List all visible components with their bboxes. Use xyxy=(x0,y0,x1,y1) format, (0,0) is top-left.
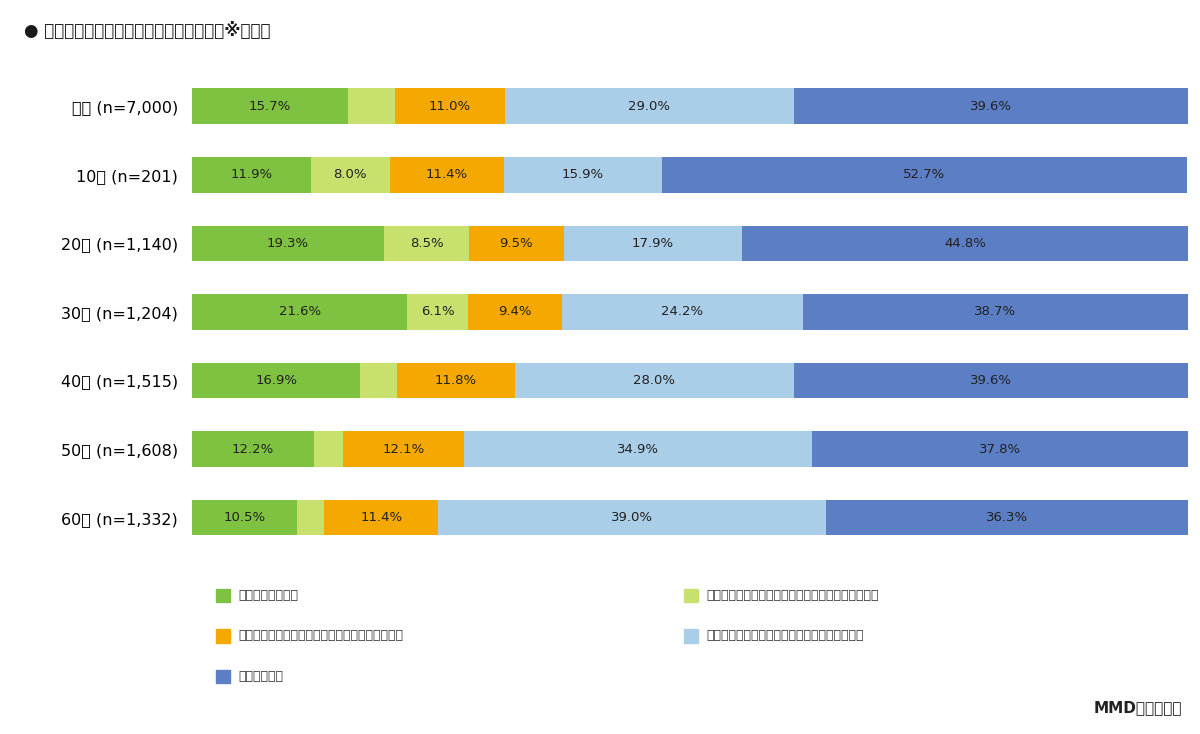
Bar xyxy=(192,225,384,261)
Text: 11.8%: 11.8% xyxy=(434,374,478,387)
Text: 39.6%: 39.6% xyxy=(970,374,1012,387)
Text: 29.0%: 29.0% xyxy=(628,100,670,113)
Bar xyxy=(438,500,827,536)
Bar xyxy=(504,157,662,192)
Bar xyxy=(803,294,1188,330)
Text: 24.2%: 24.2% xyxy=(661,305,703,319)
Text: 28.0%: 28.0% xyxy=(634,374,676,387)
Bar xyxy=(811,432,1188,467)
Bar xyxy=(505,88,793,124)
Bar xyxy=(662,157,1187,192)
Bar xyxy=(397,363,515,399)
Text: 15.9%: 15.9% xyxy=(562,168,604,181)
Text: 15.7%: 15.7% xyxy=(250,100,292,113)
Text: 21.6%: 21.6% xyxy=(278,305,320,319)
Text: 9.4%: 9.4% xyxy=(498,305,532,319)
Text: 聞いたことはあるが、サービス内容は知らない: 聞いたことはあるが、サービス内容は知らない xyxy=(707,630,864,642)
Text: 全く知らない: 全く知らない xyxy=(239,670,284,683)
Text: 44.8%: 44.8% xyxy=(944,237,986,250)
Bar xyxy=(390,157,504,192)
Text: 16.9%: 16.9% xyxy=(256,374,298,387)
Bar xyxy=(192,432,313,467)
Bar xyxy=(407,294,468,330)
Bar xyxy=(313,432,343,467)
Bar xyxy=(793,88,1188,124)
Bar xyxy=(296,500,324,536)
Bar xyxy=(395,88,505,124)
Text: 11.0%: 11.0% xyxy=(428,100,472,113)
Text: 11.4%: 11.4% xyxy=(426,168,468,181)
Bar xyxy=(468,294,562,330)
Bar xyxy=(192,157,311,192)
Text: MMD研究所調べ: MMD研究所調べ xyxy=(1093,701,1182,716)
Text: 10.5%: 10.5% xyxy=(223,511,265,524)
Text: 19.3%: 19.3% xyxy=(268,237,310,250)
Bar xyxy=(192,294,407,330)
Text: 37.8%: 37.8% xyxy=(979,443,1021,456)
Bar xyxy=(742,225,1188,261)
Bar xyxy=(192,500,296,536)
Text: 39.6%: 39.6% xyxy=(970,100,1012,113)
Bar xyxy=(793,363,1188,399)
Bar xyxy=(324,500,438,536)
Bar xyxy=(311,157,390,192)
Bar xyxy=(192,363,360,399)
Text: 8.5%: 8.5% xyxy=(409,237,443,250)
Bar xyxy=(464,432,811,467)
Bar xyxy=(343,432,464,467)
Text: どのようなサービスなのか、内容まで知っている: どのようなサービスなのか、内容まで知っている xyxy=(239,630,403,642)
Text: 52.7%: 52.7% xyxy=(904,168,946,181)
Bar xyxy=(515,363,793,399)
Text: ● ポイント投資の認知～利用状況（単数）※年代別: ● ポイント投資の認知～利用状況（単数）※年代別 xyxy=(24,22,270,40)
Bar xyxy=(564,225,742,261)
Text: 11.4%: 11.4% xyxy=(360,511,402,524)
Text: 17.9%: 17.9% xyxy=(631,237,673,250)
Text: 12.2%: 12.2% xyxy=(232,443,274,456)
Text: 39.0%: 39.0% xyxy=(611,511,653,524)
Text: 11.9%: 11.9% xyxy=(230,168,272,181)
Bar xyxy=(384,225,469,261)
Bar xyxy=(469,225,564,261)
Bar xyxy=(360,363,397,399)
Text: 現在は利用していないが過去に利用したことがある: 現在は利用していないが過去に利用したことがある xyxy=(707,589,880,602)
Text: 36.3%: 36.3% xyxy=(986,511,1028,524)
Bar xyxy=(562,294,803,330)
Text: 38.7%: 38.7% xyxy=(974,305,1016,319)
Text: 12.1%: 12.1% xyxy=(383,443,425,456)
Bar xyxy=(348,88,395,124)
Bar xyxy=(827,500,1188,536)
Text: 現在利用している: 現在利用している xyxy=(239,589,299,602)
Text: 6.1%: 6.1% xyxy=(421,305,455,319)
Text: 34.9%: 34.9% xyxy=(617,443,659,456)
Bar xyxy=(192,88,348,124)
Text: 9.5%: 9.5% xyxy=(499,237,533,250)
Text: 8.0%: 8.0% xyxy=(334,168,367,181)
